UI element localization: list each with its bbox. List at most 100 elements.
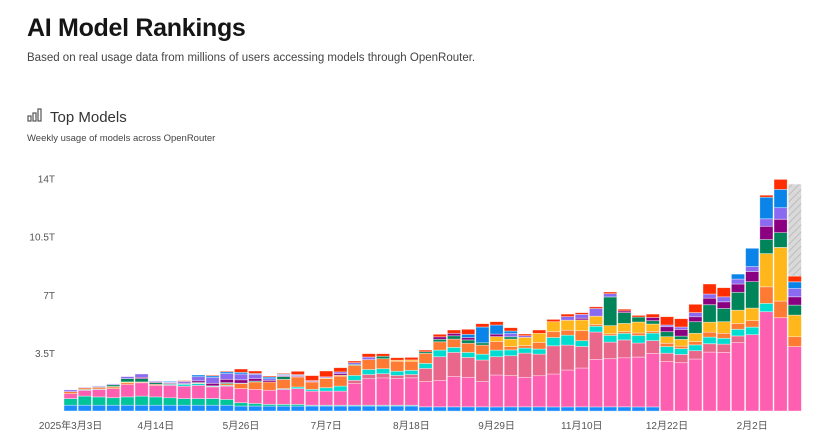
- bar-segment: [617, 312, 632, 324]
- week-bar[interactable]: [106, 383, 121, 412]
- week-bar[interactable]: [532, 329, 547, 412]
- bar-segment: [77, 404, 92, 412]
- bar-segment: [745, 281, 760, 309]
- week-bar[interactable]: [631, 315, 646, 412]
- week-bar[interactable]: [390, 357, 405, 412]
- week-bar[interactable]: [77, 386, 92, 412]
- week-bar[interactable]: [773, 179, 788, 412]
- bar-segment: [546, 319, 561, 323]
- bar-segment: [489, 341, 504, 351]
- bar-segment: [63, 404, 78, 412]
- bar-segment: [702, 343, 717, 353]
- week-bar[interactable]: [219, 370, 234, 412]
- week-bar[interactable]: [305, 375, 319, 412]
- bar-segment: [631, 315, 646, 318]
- page-subtitle: Based on real usage data from millions o…: [27, 52, 476, 64]
- week-bar[interactable]: [134, 373, 149, 412]
- week-bar[interactable]: [489, 321, 504, 412]
- bar-segment: [574, 406, 589, 412]
- week-bar[interactable]: [603, 291, 618, 412]
- week-bar[interactable]: [518, 333, 532, 412]
- week-bar[interactable]: [333, 367, 348, 412]
- bar-segment: [390, 357, 405, 361]
- week-bar[interactable]: [163, 380, 177, 412]
- week-bar[interactable]: [92, 385, 106, 412]
- week-bar[interactable]: [234, 368, 248, 412]
- week-bar[interactable]: [418, 349, 433, 412]
- bar-segment: [319, 390, 334, 406]
- week-bar[interactable]: [177, 380, 192, 412]
- week-bar[interactable]: [688, 303, 703, 412]
- week-bar[interactable]: [447, 329, 461, 412]
- bar-segment: [262, 389, 277, 405]
- week-bar[interactable]: [276, 372, 291, 412]
- bar-segment: [532, 353, 547, 377]
- bar-segment: [574, 319, 589, 332]
- week-bar[interactable]: [731, 273, 745, 412]
- bar-segment: [134, 378, 149, 383]
- bar-segment: [560, 344, 575, 371]
- bar-segment: [773, 300, 788, 319]
- x-tick-label: 8月18日: [393, 420, 430, 432]
- week-bar[interactable]: [248, 370, 263, 412]
- week-bar[interactable]: [148, 380, 163, 412]
- week-bar[interactable]: [376, 353, 390, 412]
- bar-segment: [290, 405, 305, 412]
- week-bar[interactable]: [503, 327, 518, 412]
- bar-segment: [546, 406, 561, 412]
- bar-segment: [560, 334, 575, 346]
- week-bar[interactable]: [461, 328, 476, 412]
- bar-segment: [106, 404, 121, 412]
- week-bar[interactable]: [319, 370, 334, 412]
- bar-segment: [361, 369, 376, 375]
- bar-segment: [745, 247, 760, 267]
- week-bar[interactable]: [674, 318, 689, 412]
- week-bar[interactable]: [645, 313, 660, 412]
- bar-segment: [404, 360, 419, 371]
- bar-segment: [731, 291, 745, 311]
- week-bar[interactable]: [617, 308, 632, 412]
- week-bar[interactable]: [660, 316, 674, 412]
- week-bar[interactable]: [432, 333, 447, 412]
- week-bar[interactable]: [347, 360, 362, 412]
- bar-segment: [631, 406, 646, 412]
- bar-segment: [631, 342, 646, 358]
- bar-segment: [276, 379, 291, 389]
- bar-segment: [489, 336, 504, 342]
- week-bar[interactable]: [475, 323, 490, 412]
- bar-segment: [432, 336, 447, 340]
- bar-segment: [574, 346, 589, 369]
- week-bar[interactable]: [574, 312, 589, 412]
- week-bar[interactable]: [290, 370, 305, 412]
- week-bar[interactable]: [745, 247, 760, 412]
- bar-segment: [447, 332, 461, 337]
- week-bar[interactable]: [404, 357, 419, 412]
- bar-segment: [461, 376, 476, 408]
- week-bar[interactable]: [702, 283, 717, 412]
- week-bar[interactable]: [787, 183, 802, 412]
- bar-segment: [674, 329, 689, 337]
- bar-segment: [518, 347, 532, 354]
- bar-segment: [560, 313, 575, 317]
- week-bar[interactable]: [120, 376, 135, 412]
- bar-segment: [319, 370, 334, 378]
- week-bar[interactable]: [361, 353, 376, 412]
- week-bar[interactable]: [262, 375, 277, 412]
- week-bar[interactable]: [63, 389, 78, 412]
- bar-segment: [731, 278, 745, 285]
- x-tick-label: 2月2日: [737, 420, 768, 432]
- bar-segment: [475, 326, 490, 344]
- week-bar[interactable]: [546, 319, 561, 412]
- week-bar[interactable]: [716, 287, 731, 412]
- week-bar[interactable]: [560, 313, 575, 412]
- week-bar[interactable]: [191, 374, 206, 412]
- bar-segment: [489, 374, 504, 408]
- bar-segment: [589, 359, 603, 408]
- bar-segment: [120, 382, 135, 385]
- bar-segment-projected: [787, 183, 802, 277]
- bar-segment: [305, 375, 319, 381]
- week-bar[interactable]: [589, 306, 603, 412]
- week-bar[interactable]: [205, 374, 220, 412]
- bar-segment: [205, 377, 220, 384]
- week-bar[interactable]: [759, 194, 774, 412]
